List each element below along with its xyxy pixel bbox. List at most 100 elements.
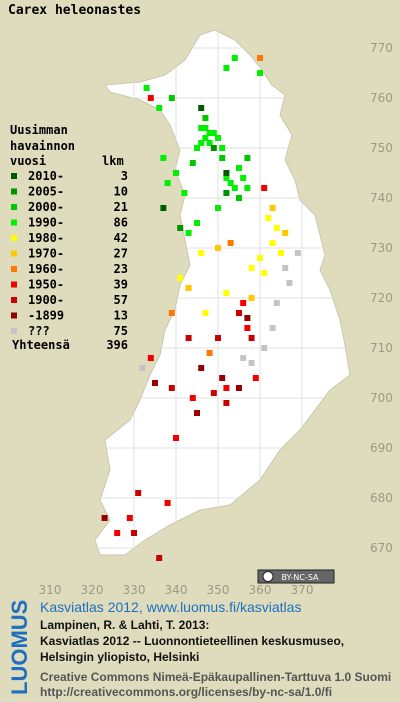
record-square (244, 185, 251, 191)
legend-swatch (11, 281, 17, 288)
y-tick-label: 700 (370, 391, 393, 405)
record-square (265, 215, 272, 221)
record-square (223, 385, 230, 391)
y-tick-label: 740 (370, 191, 393, 205)
record-square (198, 105, 205, 111)
record-square (185, 230, 192, 236)
record-square (215, 205, 221, 211)
record-square (135, 490, 142, 496)
legend-count: 42 (114, 231, 128, 245)
record-square (219, 375, 226, 381)
record-square (215, 335, 221, 341)
record-square (202, 310, 209, 316)
record-square (210, 130, 217, 136)
finland-outline (94, 29, 351, 556)
legend-count: 3 (121, 169, 128, 183)
legend-heading: lkm (102, 154, 124, 168)
y-tick-label: 730 (370, 241, 393, 255)
record-square (210, 145, 217, 151)
legend-label: 1900- (28, 293, 64, 307)
license: Creative Commons Nimeä-Epäkaupallinen-Ta… (40, 670, 391, 684)
credit-line: Lampinen, R. & Lahti, T. 2013: (40, 618, 209, 632)
record-square (147, 355, 154, 361)
legend-label: 1990- (28, 216, 64, 230)
legend-swatch (11, 312, 17, 319)
legend-label: 1950- (28, 278, 64, 292)
record-square (160, 155, 167, 161)
y-tick-label: 750 (370, 141, 393, 155)
record-square (198, 140, 205, 146)
license-url[interactable]: http://creativecommons.org/licenses/by-n… (40, 685, 332, 699)
record-square (248, 335, 255, 341)
record-square (273, 225, 280, 231)
record-square (261, 185, 268, 191)
credit-line: Helsingin yliopisto, Helsinki (40, 650, 199, 664)
record-square (202, 135, 209, 141)
legend-label: 1970- (28, 247, 64, 261)
record-square (231, 185, 238, 191)
legend-count: 75 (114, 324, 128, 338)
record-square (198, 125, 205, 131)
x-tick-label: 360 (249, 583, 272, 597)
record-square (236, 195, 242, 201)
legend-count: 57 (114, 293, 128, 307)
record-square (294, 250, 301, 256)
record-square (156, 555, 163, 561)
record-square (210, 390, 217, 396)
record-square (160, 205, 167, 211)
legend-swatch (11, 266, 17, 272)
record-square (273, 300, 280, 306)
cc-icon (262, 571, 274, 582)
record-square (173, 170, 179, 176)
legend-swatch (11, 219, 17, 226)
record-square (168, 310, 175, 316)
records (101, 55, 301, 561)
record-square (189, 160, 196, 166)
record-square (257, 255, 263, 261)
record-square (185, 335, 192, 341)
x-tick-label: 350 (207, 583, 230, 597)
y-tick-label: 710 (370, 341, 393, 355)
record-square (198, 250, 205, 256)
legend-swatch (11, 173, 17, 179)
x-tick-label: 330 (123, 583, 146, 597)
link[interactable]: Kasviatlas 2012, www.luomus.fi/kasviatla… (40, 599, 301, 615)
legend-label: 1960- (28, 262, 64, 276)
record-square (269, 325, 276, 331)
x-tick-label: 340 (165, 583, 188, 597)
record-square (248, 265, 255, 271)
record-square (219, 145, 226, 151)
record-square (143, 85, 150, 91)
record-square (286, 280, 293, 286)
record-square (202, 115, 209, 121)
total-label: Yhteensä (12, 338, 70, 352)
legend-heading: havainnon (10, 139, 75, 153)
record-square (252, 375, 259, 381)
record-square (227, 180, 234, 186)
record-square (261, 270, 268, 276)
record-square (168, 95, 175, 101)
legend-count: 13 (114, 309, 128, 323)
x-tick-label: 320 (81, 583, 104, 597)
legend-heading: Uusimman (10, 123, 68, 137)
legend-swatch (11, 204, 17, 210)
legend-count: 86 (114, 216, 128, 230)
record-square (177, 225, 184, 231)
legend-swatch (11, 328, 17, 334)
record-square (223, 400, 230, 406)
record-square (139, 365, 146, 371)
record-square (194, 145, 200, 151)
record-square (206, 130, 213, 136)
record-square (101, 515, 108, 521)
record-square (282, 230, 289, 236)
record-square (202, 125, 209, 131)
record-square (257, 70, 263, 76)
legend-swatch (11, 250, 17, 257)
record-square (244, 155, 251, 161)
cc-badge (257, 569, 335, 584)
total: 396 (106, 338, 128, 352)
record-square (223, 190, 230, 196)
record-square (219, 155, 226, 161)
x-tick-label: 370 (291, 583, 314, 597)
legend-label: 2000- (28, 200, 64, 214)
